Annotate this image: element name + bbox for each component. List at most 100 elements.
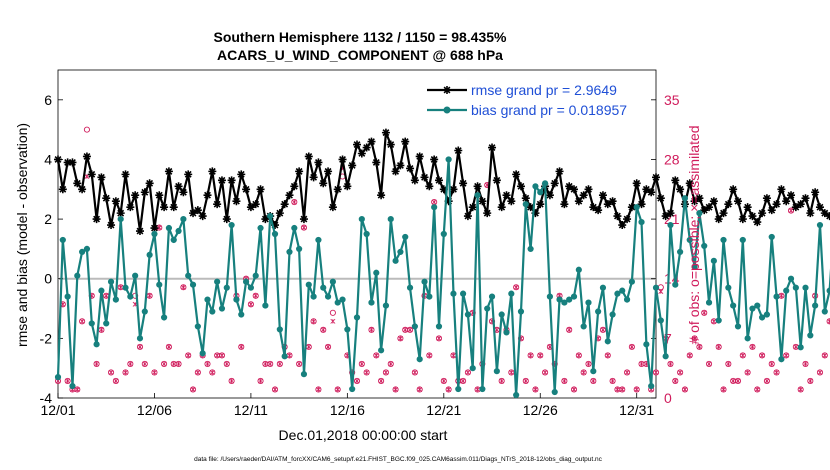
obs-possible-marker bbox=[334, 386, 341, 393]
bias-point bbox=[522, 201, 529, 208]
obs-possible-marker bbox=[189, 386, 197, 393]
bias-point bbox=[271, 230, 279, 238]
rmse-point bbox=[246, 203, 255, 212]
bias-point bbox=[320, 284, 327, 291]
bias-point bbox=[64, 293, 71, 300]
obs-possible-marker bbox=[599, 326, 607, 333]
bias-point bbox=[416, 356, 423, 363]
bias-point bbox=[392, 257, 399, 264]
obs-possible-marker bbox=[551, 360, 558, 367]
obs-assimilated-marker bbox=[436, 335, 442, 341]
bias-point bbox=[730, 302, 737, 309]
rmse-point bbox=[555, 167, 564, 176]
obs-possible-marker bbox=[218, 352, 226, 359]
rmse-point bbox=[275, 209, 284, 218]
rmse-point bbox=[319, 179, 328, 188]
bias-point bbox=[117, 215, 124, 223]
obs-possible-marker bbox=[165, 343, 172, 350]
bias-point bbox=[146, 251, 153, 258]
rmse-point bbox=[550, 179, 559, 188]
obs-possible-marker bbox=[739, 352, 746, 359]
obs-assimilated-marker bbox=[79, 318, 85, 324]
rmse-point bbox=[473, 182, 482, 191]
rmse-point bbox=[521, 194, 530, 203]
bias-point bbox=[643, 341, 650, 348]
obs-possible-marker bbox=[209, 369, 216, 376]
rmse-point bbox=[584, 185, 593, 194]
obs-possible-marker bbox=[537, 352, 544, 359]
legend-bias-marker bbox=[443, 106, 451, 114]
obs-possible-marker bbox=[228, 377, 235, 385]
rmse-point bbox=[647, 188, 656, 197]
obs-assimilated-marker bbox=[272, 386, 278, 392]
obs-assimilated-marker bbox=[94, 361, 100, 367]
obs-assimilated-marker bbox=[118, 284, 124, 290]
bias-point bbox=[276, 326, 283, 333]
rmse-point bbox=[285, 191, 294, 200]
bias-point bbox=[566, 296, 573, 303]
obs-assimilated-marker bbox=[108, 369, 114, 375]
rmse-point bbox=[565, 182, 574, 191]
bias-point bbox=[59, 236, 66, 244]
obs-assimilated-marker bbox=[682, 386, 688, 392]
obs-assimilated-marker bbox=[373, 352, 379, 358]
bias-point bbox=[291, 224, 298, 232]
obs-assimilated-marker bbox=[151, 369, 157, 375]
obs-assimilated-marker bbox=[195, 369, 201, 375]
rmse-point bbox=[492, 176, 501, 185]
rmse-point bbox=[729, 185, 738, 194]
obs-possible-marker bbox=[633, 386, 640, 393]
obs-assimilated-marker bbox=[542, 369, 548, 375]
obs-possible-marker bbox=[387, 360, 394, 367]
obs-assimilated-marker bbox=[803, 361, 808, 367]
obs-assimilated-marker bbox=[219, 352, 225, 358]
rmse-point bbox=[107, 221, 116, 230]
bias-point bbox=[103, 320, 110, 327]
bias-point bbox=[373, 269, 380, 276]
obs-assimilated-marker bbox=[229, 378, 235, 384]
obs-assimilated-marker bbox=[253, 293, 259, 299]
bias-point bbox=[107, 278, 115, 285]
bias-point bbox=[455, 385, 462, 393]
x-axis-label: Dec.01,2018 00:00:00 start bbox=[279, 427, 448, 443]
obs-assimilated-marker bbox=[749, 344, 755, 350]
bias-point bbox=[349, 385, 356, 393]
obs-possible-marker bbox=[681, 386, 688, 393]
rmse-point bbox=[811, 188, 820, 197]
bias-point bbox=[54, 374, 62, 381]
obs-assimilated-marker bbox=[320, 327, 326, 333]
bias-point bbox=[513, 391, 520, 399]
x-tick-label: 12/31 bbox=[619, 402, 654, 418]
obs-possible-marker bbox=[619, 386, 626, 393]
obs-assimilated-marker bbox=[788, 208, 794, 214]
obs-assimilated-marker bbox=[494, 327, 500, 333]
obs-assimilated-marker bbox=[783, 352, 789, 358]
obs-possible-marker bbox=[715, 343, 722, 350]
obs-assimilated-marker bbox=[431, 199, 437, 205]
bias-point bbox=[257, 224, 264, 232]
right-y-axis-label: # of obs: o=possible; ×=assimilated bbox=[686, 125, 702, 344]
obs-assimilated-marker bbox=[634, 386, 640, 392]
bias-point bbox=[74, 272, 81, 279]
x-tick-label: 12/16 bbox=[330, 402, 365, 418]
obs-possible-marker bbox=[628, 343, 635, 350]
rmse-point bbox=[145, 179, 154, 188]
obs-assimilated-marker bbox=[798, 386, 804, 392]
bias-point bbox=[185, 272, 192, 279]
rmse-point bbox=[603, 200, 612, 209]
obs-assimilated-marker bbox=[441, 378, 447, 384]
rmse-point bbox=[608, 197, 617, 206]
rmse-point bbox=[102, 194, 111, 203]
bias-point bbox=[127, 293, 134, 300]
obs-possible-marker bbox=[368, 326, 375, 333]
obs-possible-marker bbox=[787, 207, 795, 214]
obs-assimilated-marker bbox=[142, 361, 148, 367]
bias-point bbox=[696, 210, 703, 217]
obs-assimilated-marker bbox=[721, 386, 726, 392]
bias-point bbox=[209, 308, 216, 315]
obs-assimilated-marker bbox=[513, 284, 519, 290]
rmse-point bbox=[357, 149, 366, 158]
obs-possible-marker bbox=[122, 369, 129, 376]
rmse-point bbox=[290, 182, 299, 191]
